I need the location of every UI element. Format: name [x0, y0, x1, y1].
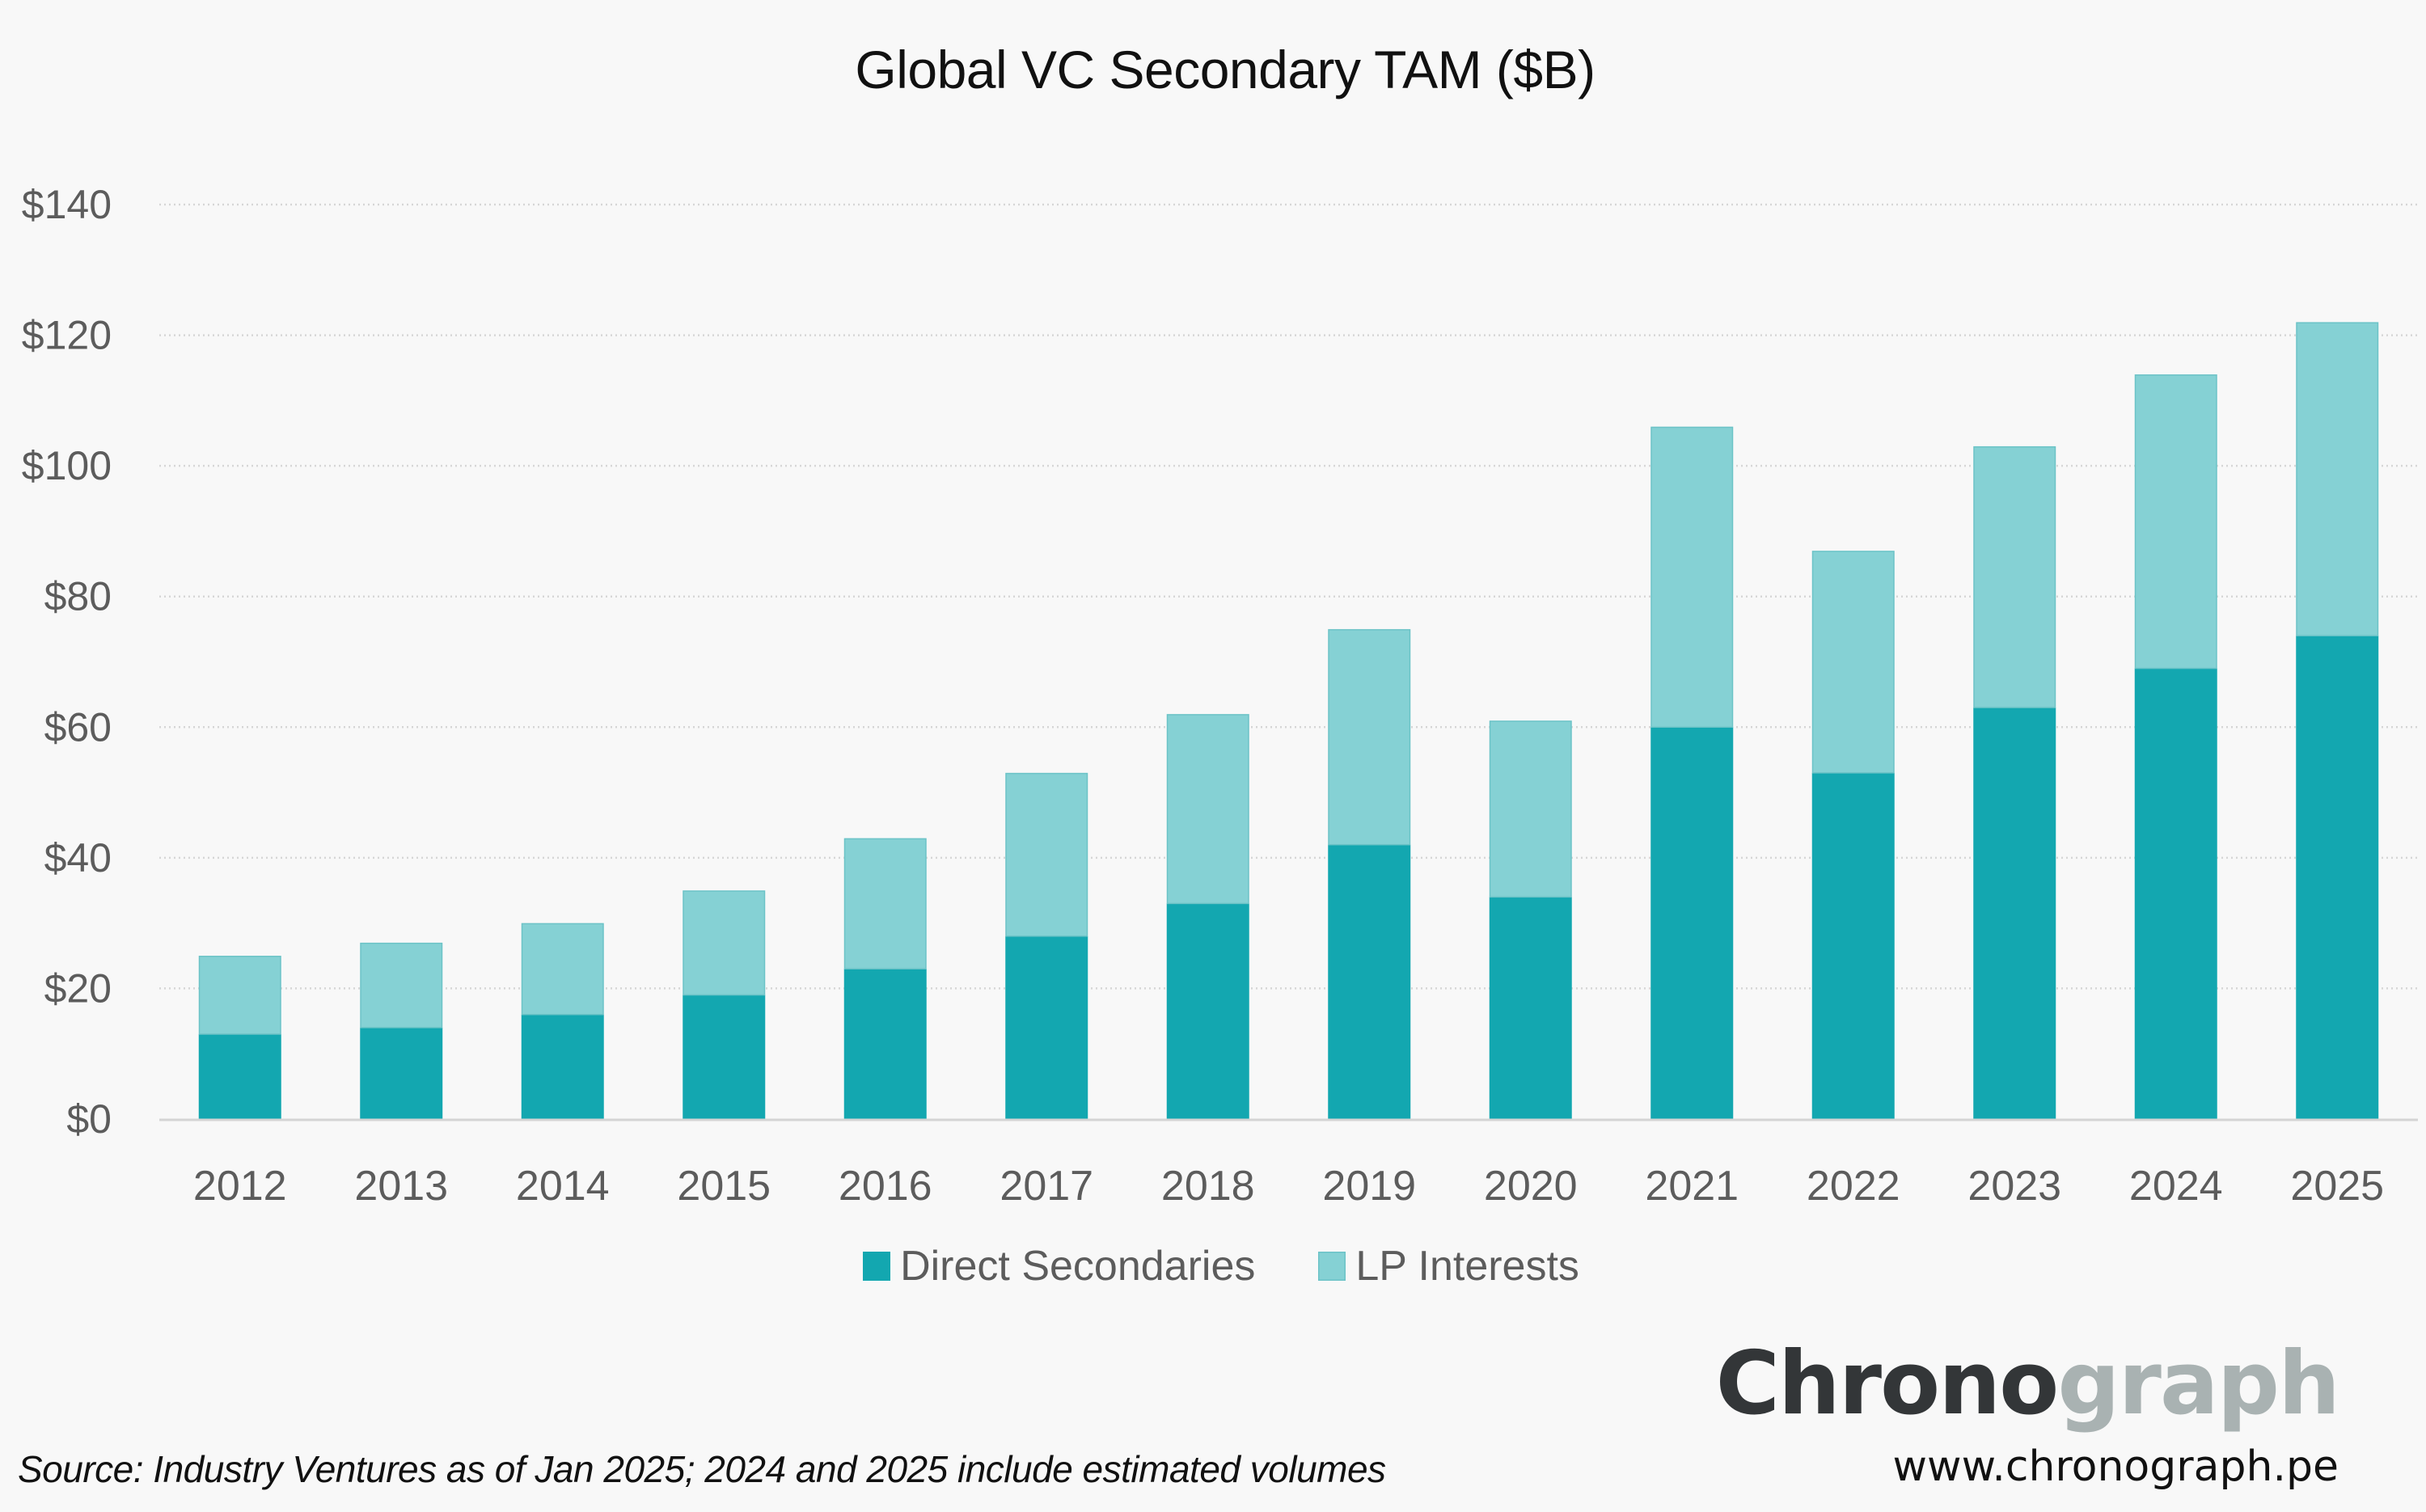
legend-item-lp-interests: LP Interests: [1318, 1242, 1579, 1290]
bar-lp-interests: [1489, 720, 1572, 898]
brand-name-dark: Chrono: [1715, 1333, 2060, 1434]
brand-name-light: graph: [2057, 1333, 2340, 1434]
bar-lp-interests: [843, 838, 927, 969]
legend-swatch-lp-interests: [1318, 1252, 1346, 1281]
bar-lp-interests: [1650, 426, 1734, 729]
x-tick-label: 2012: [193, 1163, 287, 1210]
source-note: Source: Industry Ventures as of Jan 2025…: [18, 1448, 1386, 1490]
y-axis-tick-labels: $0 $20 $40 $60 $80 $100 $120 $140: [22, 182, 112, 1142]
bar-lp-interests: [1005, 772, 1088, 937]
bar-direct-secondaries: [521, 1014, 604, 1119]
legend-swatch-direct-secondaries: [863, 1252, 891, 1281]
x-tick-label: 2016: [839, 1163, 932, 1210]
bar-lp-interests: [360, 942, 443, 1028]
bar-direct-secondaries: [1650, 727, 1734, 1119]
bar-lp-interests: [1166, 714, 1249, 905]
bar-direct-secondaries: [683, 995, 766, 1119]
bar-direct-secondaries: [1166, 903, 1249, 1119]
bar-lp-interests: [2134, 374, 2217, 669]
y-tick-label: $0: [66, 1096, 112, 1142]
brand-name: Chronograph: [1716, 1341, 2340, 1428]
x-tick-label: 2020: [1484, 1163, 1578, 1210]
x-tick-label: 2025: [2290, 1163, 2384, 1210]
y-tick-label: $80: [44, 574, 112, 619]
x-tick-label: 2023: [1967, 1163, 2061, 1210]
x-tick-label: 2015: [677, 1163, 771, 1210]
y-tick-label: $40: [44, 835, 112, 881]
x-tick-label: 2018: [1161, 1163, 1255, 1210]
x-tick-label: 2014: [516, 1163, 610, 1210]
bar-lp-interests: [2296, 322, 2379, 636]
x-tick-label: 2017: [1000, 1163, 1093, 1210]
bar-direct-secondaries: [1973, 707, 2056, 1119]
brand-url: www.chronograph.pe: [1892, 1442, 2339, 1491]
y-tick-label: $20: [44, 965, 112, 1011]
bar-lp-interests: [1811, 551, 1895, 774]
bar-direct-secondaries: [1811, 772, 1895, 1119]
y-tick-label: $100: [22, 443, 112, 488]
bar-direct-secondaries: [1328, 844, 1411, 1119]
x-axis-tick-labels: 2012 2013 2014 2015 2016 2017 2018 2019 2020 2021…: [193, 1163, 2384, 1210]
bar-direct-secondaries: [198, 1033, 281, 1119]
bar-direct-secondaries: [2134, 668, 2217, 1119]
gridlines: [159, 203, 2418, 990]
y-tick-label: $120: [22, 313, 112, 358]
chart-title: Global VC Secondary TAM ($B): [855, 40, 1595, 99]
bar-lp-interests: [1328, 629, 1411, 846]
bar-lp-interests: [683, 890, 766, 996]
x-tick-label: 2022: [1807, 1163, 1900, 1210]
bar-lp-interests: [198, 956, 281, 1035]
y-tick-label: $60: [44, 704, 112, 750]
bar-direct-secondaries: [2296, 636, 2379, 1119]
bar-direct-secondaries: [843, 969, 927, 1119]
legend: Direct Secondaries LP Interests: [0, 1242, 2426, 1290]
bar-direct-secondaries: [1489, 897, 1572, 1119]
bar-lp-interests: [521, 923, 604, 1016]
x-tick-label: 2024: [2129, 1163, 2223, 1210]
bar-direct-secondaries: [360, 1027, 443, 1119]
legend-item-direct-secondaries: Direct Secondaries: [863, 1242, 1255, 1290]
legend-label-lp-interests: LP Interests: [1355, 1243, 1579, 1290]
y-tick-label: $140: [22, 182, 112, 227]
x-tick-label: 2019: [1322, 1163, 1416, 1210]
bars: [198, 322, 2379, 1119]
bar-lp-interests: [1973, 446, 2056, 708]
chart-plot: $0$20$40$60$80$100$120$140 2012 2013 2014 2…: [22, 182, 2418, 1210]
bar-direct-secondaries: [1005, 935, 1088, 1119]
x-tick-label: 2021: [1645, 1163, 1739, 1210]
brand-logo: Chronograph www.chronograph.pe: [1716, 1341, 2340, 1492]
legend-label-direct-secondaries: Direct Secondaries: [900, 1243, 1256, 1290]
x-tick-label: 2013: [354, 1163, 448, 1210]
